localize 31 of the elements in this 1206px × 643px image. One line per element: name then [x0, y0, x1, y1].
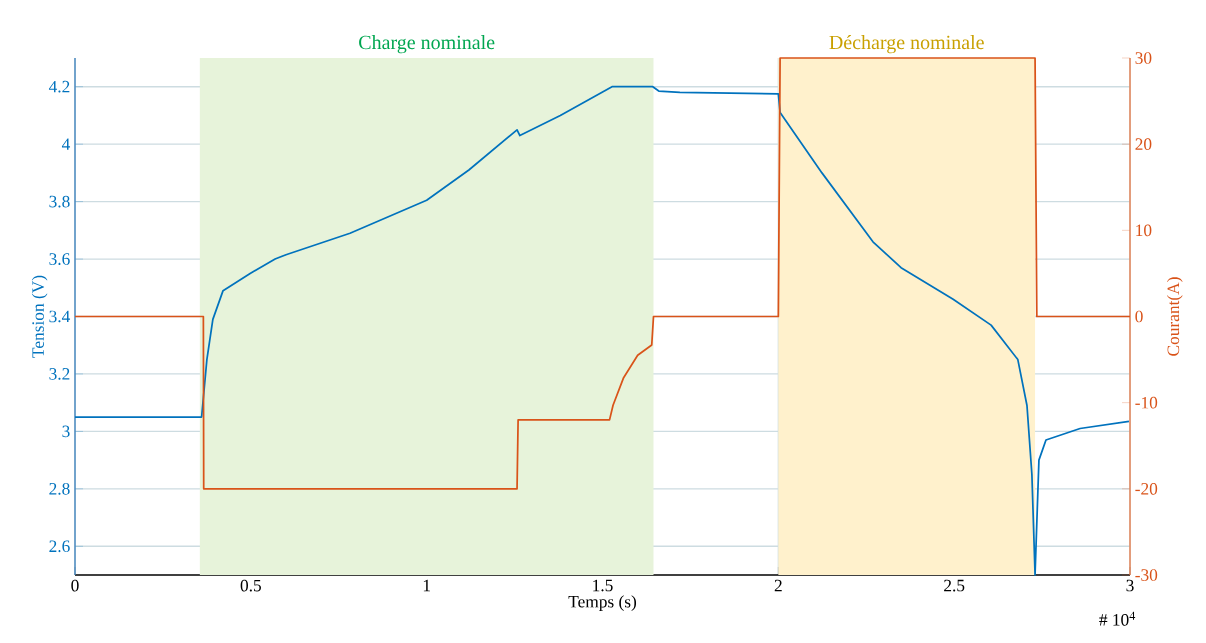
- text: # 10$^{4}$: [1099, 611, 1136, 626]
- y-tick-label: 4: [61, 138, 71, 150]
- band-label: Décharge nominale: [829, 35, 984, 54]
- y-tick-label: 4.2: [48, 80, 70, 93]
- y2-tick-label: -20: [1135, 482, 1158, 495]
- y-tick-label: 3.8: [49, 195, 70, 208]
- y2-tick-label: 20: [1135, 138, 1152, 151]
- y-tick-label: 3.6: [49, 253, 70, 265]
- y-tick-label: 2.6: [49, 540, 70, 553]
- band-label: Charge nominale: [359, 35, 495, 54]
- y2-tick-label: -10: [1135, 396, 1158, 409]
- x-tick-label: 2: [774, 579, 782, 592]
- y2-axis-title: Courant(A): [1166, 277, 1183, 356]
- y2-tick-label: 30: [1135, 52, 1152, 64]
- y2-tick-label: -30: [1135, 569, 1158, 581]
- line-series: [74, 57, 1131, 490]
- x-tick-label: 0.5: [240, 579, 261, 592]
- x-tick-label: 3: [1126, 579, 1134, 592]
- x-tick-label: 1.5: [593, 579, 613, 592]
- x-tick-label: 0: [71, 579, 79, 592]
- y2-tick-label: 10: [1136, 224, 1152, 237]
- y-axis-title: Tension (V): [31, 275, 48, 358]
- y-tick-label: 3.4: [49, 310, 71, 323]
- y-tick-label: 3: [62, 425, 70, 438]
- y-tick-label: 2.8: [49, 482, 70, 495]
- line-series: [74, 85, 1130, 576]
- y2-tick-label: 0: [1135, 310, 1143, 323]
- x-axis-title: Temps (s): [568, 595, 637, 612]
- y-tick-label: 3.2: [49, 368, 70, 380]
- x-tick-label: 2.5: [944, 579, 965, 592]
- x-tick-label: 1: [423, 579, 430, 592]
